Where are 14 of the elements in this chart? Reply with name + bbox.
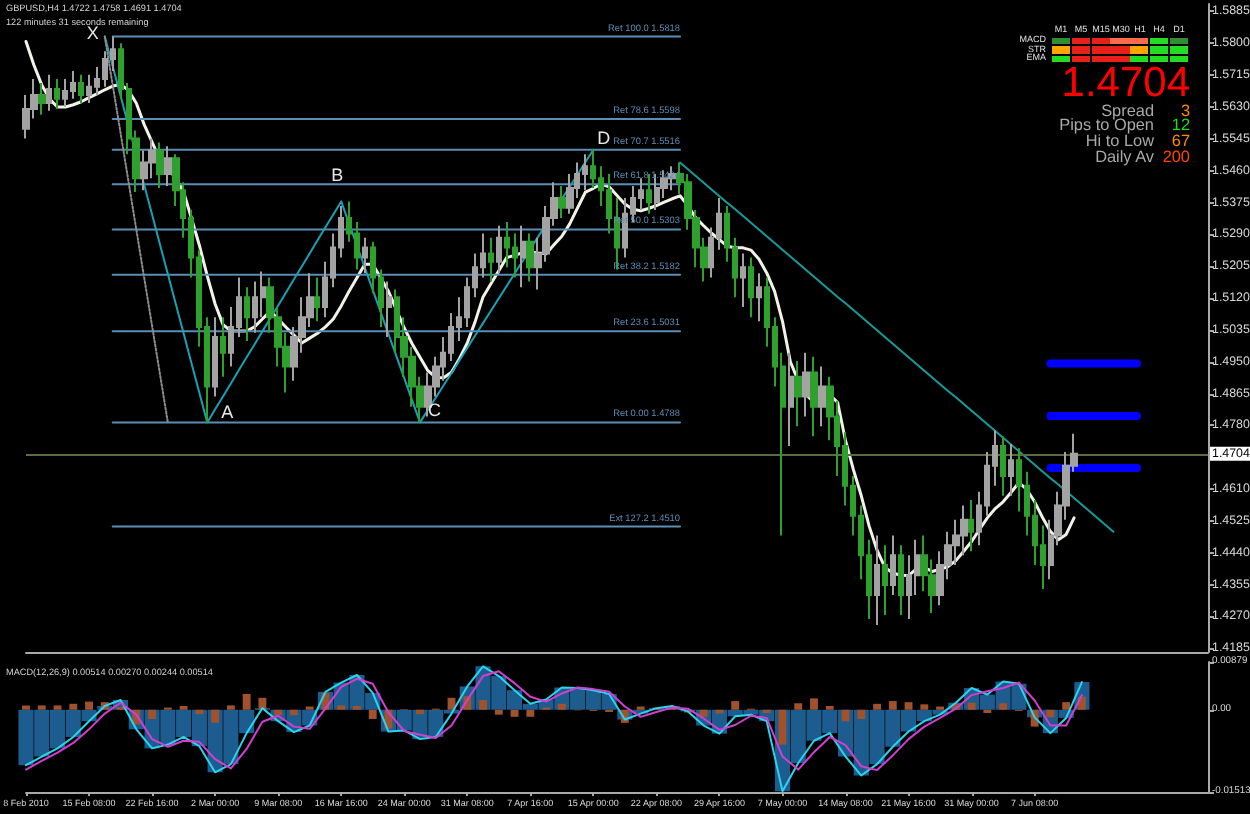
annotation: 12 — [1171, 116, 1190, 135]
annotation: A — [221, 402, 234, 423]
annotation: Hi to Low — [1085, 131, 1154, 150]
annotation: B — [331, 165, 344, 186]
annotation: 67 — [1171, 131, 1190, 150]
annotation: D — [597, 127, 612, 148]
annotation: 1.4704 — [1061, 60, 1190, 106]
annotation: Pips to Open — [1059, 116, 1154, 135]
annotation: X — [86, 22, 99, 43]
annotation: C — [428, 400, 442, 421]
annotation: 200 — [1162, 147, 1190, 167]
annotation: Spread — [1101, 101, 1154, 120]
annotation: 3 — [1180, 101, 1190, 120]
annotation: Daily Av — [1095, 147, 1154, 167]
